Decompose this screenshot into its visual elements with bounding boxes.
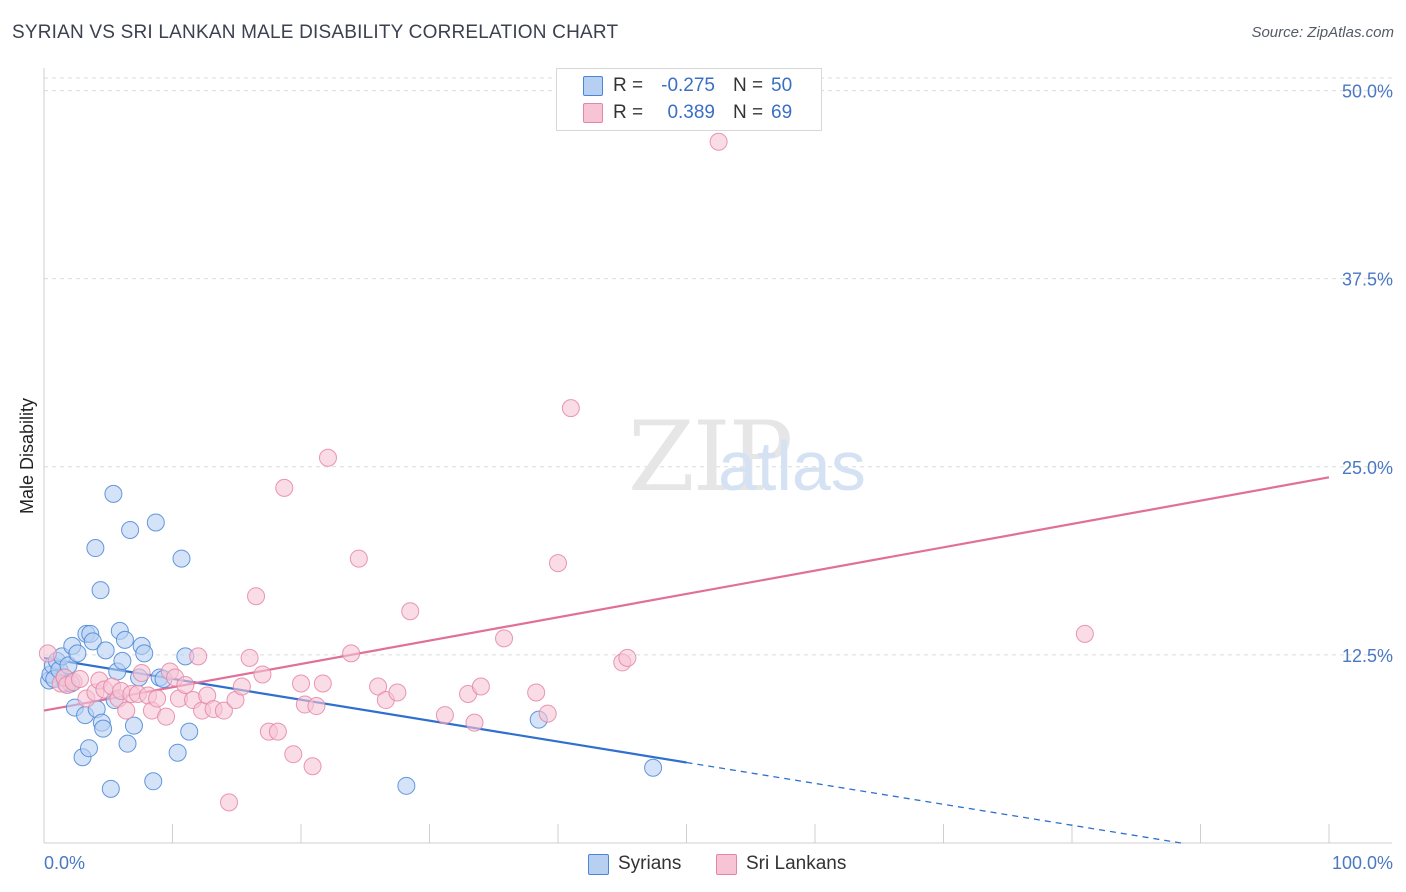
sri-lankans-point xyxy=(709,132,728,151)
legend-n-value: 69 xyxy=(771,102,793,123)
x-tick-label-max: 100.0% xyxy=(1332,853,1393,873)
legend-n-label: N = xyxy=(733,75,764,96)
syrians-point xyxy=(397,776,416,795)
sri-lankans-point xyxy=(527,683,546,702)
syrians-point xyxy=(113,651,132,670)
legend-r-value: -0.275 xyxy=(661,75,715,96)
syrians-point xyxy=(96,641,115,660)
sri-lankans-point xyxy=(189,647,208,666)
sri-lankans-point xyxy=(214,701,233,720)
sri-lankans-point xyxy=(495,629,514,648)
watermark-atlas: atlas xyxy=(718,427,866,505)
syrians-point xyxy=(83,632,102,651)
legend-swatch-syrians xyxy=(583,76,603,96)
chart-title: SYRIAN VS SRI LANKAN MALE DISABILITY COR… xyxy=(12,22,619,43)
y-tick-label: 50.0% xyxy=(1342,82,1393,102)
grid-lines xyxy=(44,77,1392,656)
syrians-point xyxy=(180,722,199,741)
data-points xyxy=(38,132,1094,812)
syrians-point xyxy=(91,581,110,600)
y-axis-title: Male Disability xyxy=(17,398,37,514)
sri-lankans-point xyxy=(247,587,266,606)
legend-row-syrians: R = -0.275 N = 50 xyxy=(557,73,821,99)
watermark-zip: ZIP xyxy=(628,401,791,513)
legend-n-label: N = xyxy=(733,102,764,123)
x-tick-label-min: 0.0% xyxy=(44,853,85,873)
sri-lankans-point xyxy=(369,677,388,696)
sri-lankans-point xyxy=(232,677,251,696)
syrians-point xyxy=(168,743,187,762)
legend-swatch-sri-lankans xyxy=(583,103,603,123)
sri-lankans-point xyxy=(70,669,89,688)
sri-lankans-point xyxy=(132,663,151,682)
sri-lankans-point xyxy=(538,704,557,723)
sri-lankans-point xyxy=(38,644,57,663)
syrians-point xyxy=(146,513,165,532)
syrians-point xyxy=(644,758,663,777)
y-tick-label: 37.5% xyxy=(1342,270,1393,290)
sri-lankans-point xyxy=(220,793,239,812)
sri-lankans-point xyxy=(176,675,195,694)
sri-lankans-point xyxy=(307,697,326,716)
syrians-point xyxy=(118,734,137,753)
source-label: Source: ZipAtlas.com xyxy=(1251,24,1394,41)
y-tick-labels: 12.5% 25.0% 37.5% 50.0% xyxy=(1342,82,1393,666)
sri-lankans-point xyxy=(157,707,176,726)
bottom-legend: Syrians Sri Lankans xyxy=(0,852,1406,878)
sri-lankans-point xyxy=(240,648,259,667)
legend-n-value: 50 xyxy=(771,75,793,96)
sri-lankans-point xyxy=(549,554,567,573)
syrians-point xyxy=(79,739,98,758)
y-tick-label: 12.5% xyxy=(1342,646,1393,666)
sri-lankans-point xyxy=(253,665,272,684)
sri-lankans-point xyxy=(401,602,420,621)
sri-lankans-point xyxy=(268,722,287,741)
bottom-legend-label-syrians: Syrians xyxy=(618,853,682,874)
sri-lankans-point xyxy=(275,478,294,497)
syrians-point xyxy=(115,630,134,649)
bottom-legend-swatch-sri-lankans xyxy=(716,854,737,875)
sri-lankans-point xyxy=(303,757,322,776)
trend-lines xyxy=(43,476,1330,844)
legend-r-value: 0.389 xyxy=(667,102,715,123)
syrians-point xyxy=(86,539,105,558)
syrians-point xyxy=(144,772,163,791)
legend-r-label: R = xyxy=(613,102,644,123)
syrians-point xyxy=(104,484,123,503)
bottom-legend-swatch-syrians xyxy=(588,854,609,875)
sri-lankans-point xyxy=(313,674,332,693)
syrians-point xyxy=(172,549,191,568)
x-tick-labels: 0.0% 100.0% xyxy=(44,853,1393,873)
sri-lankans-point xyxy=(342,644,361,663)
sri-lankans-point xyxy=(471,677,490,696)
syrians-point xyxy=(124,716,143,735)
bottom-legend-label-sri-lankans: Sri Lankans xyxy=(746,853,847,874)
sri-lankans-point xyxy=(148,689,167,708)
syrians-point xyxy=(121,520,140,539)
sri-lankans-point xyxy=(349,549,368,568)
sri-lankans-point xyxy=(1075,624,1094,643)
y-tick-label: 25.0% xyxy=(1342,458,1393,478)
legend-box: R = -0.275 N = 50 R = 0.389 N = 69 xyxy=(556,68,822,131)
syrians-point xyxy=(101,779,120,798)
legend-r-label: R = xyxy=(613,75,644,96)
sri-lankans-point xyxy=(465,713,484,732)
sri-lankans-point xyxy=(284,745,303,764)
sri-lankans-point xyxy=(618,648,637,667)
sri-lankans-point xyxy=(388,683,407,702)
syrians-point xyxy=(68,644,87,663)
legend-row-sri-lankans: R = 0.389 N = 69 xyxy=(557,100,821,126)
syrians-point xyxy=(94,719,113,738)
axes xyxy=(43,68,1392,844)
sri-lankans-point xyxy=(561,399,580,418)
sri-lankans-point xyxy=(117,701,136,720)
sri-lankans-point xyxy=(318,448,337,467)
sri-lankans-point xyxy=(435,706,454,725)
syrians-trend-extension xyxy=(686,761,1182,844)
sri-lankans-point xyxy=(292,674,310,693)
syrians-point xyxy=(135,644,154,663)
